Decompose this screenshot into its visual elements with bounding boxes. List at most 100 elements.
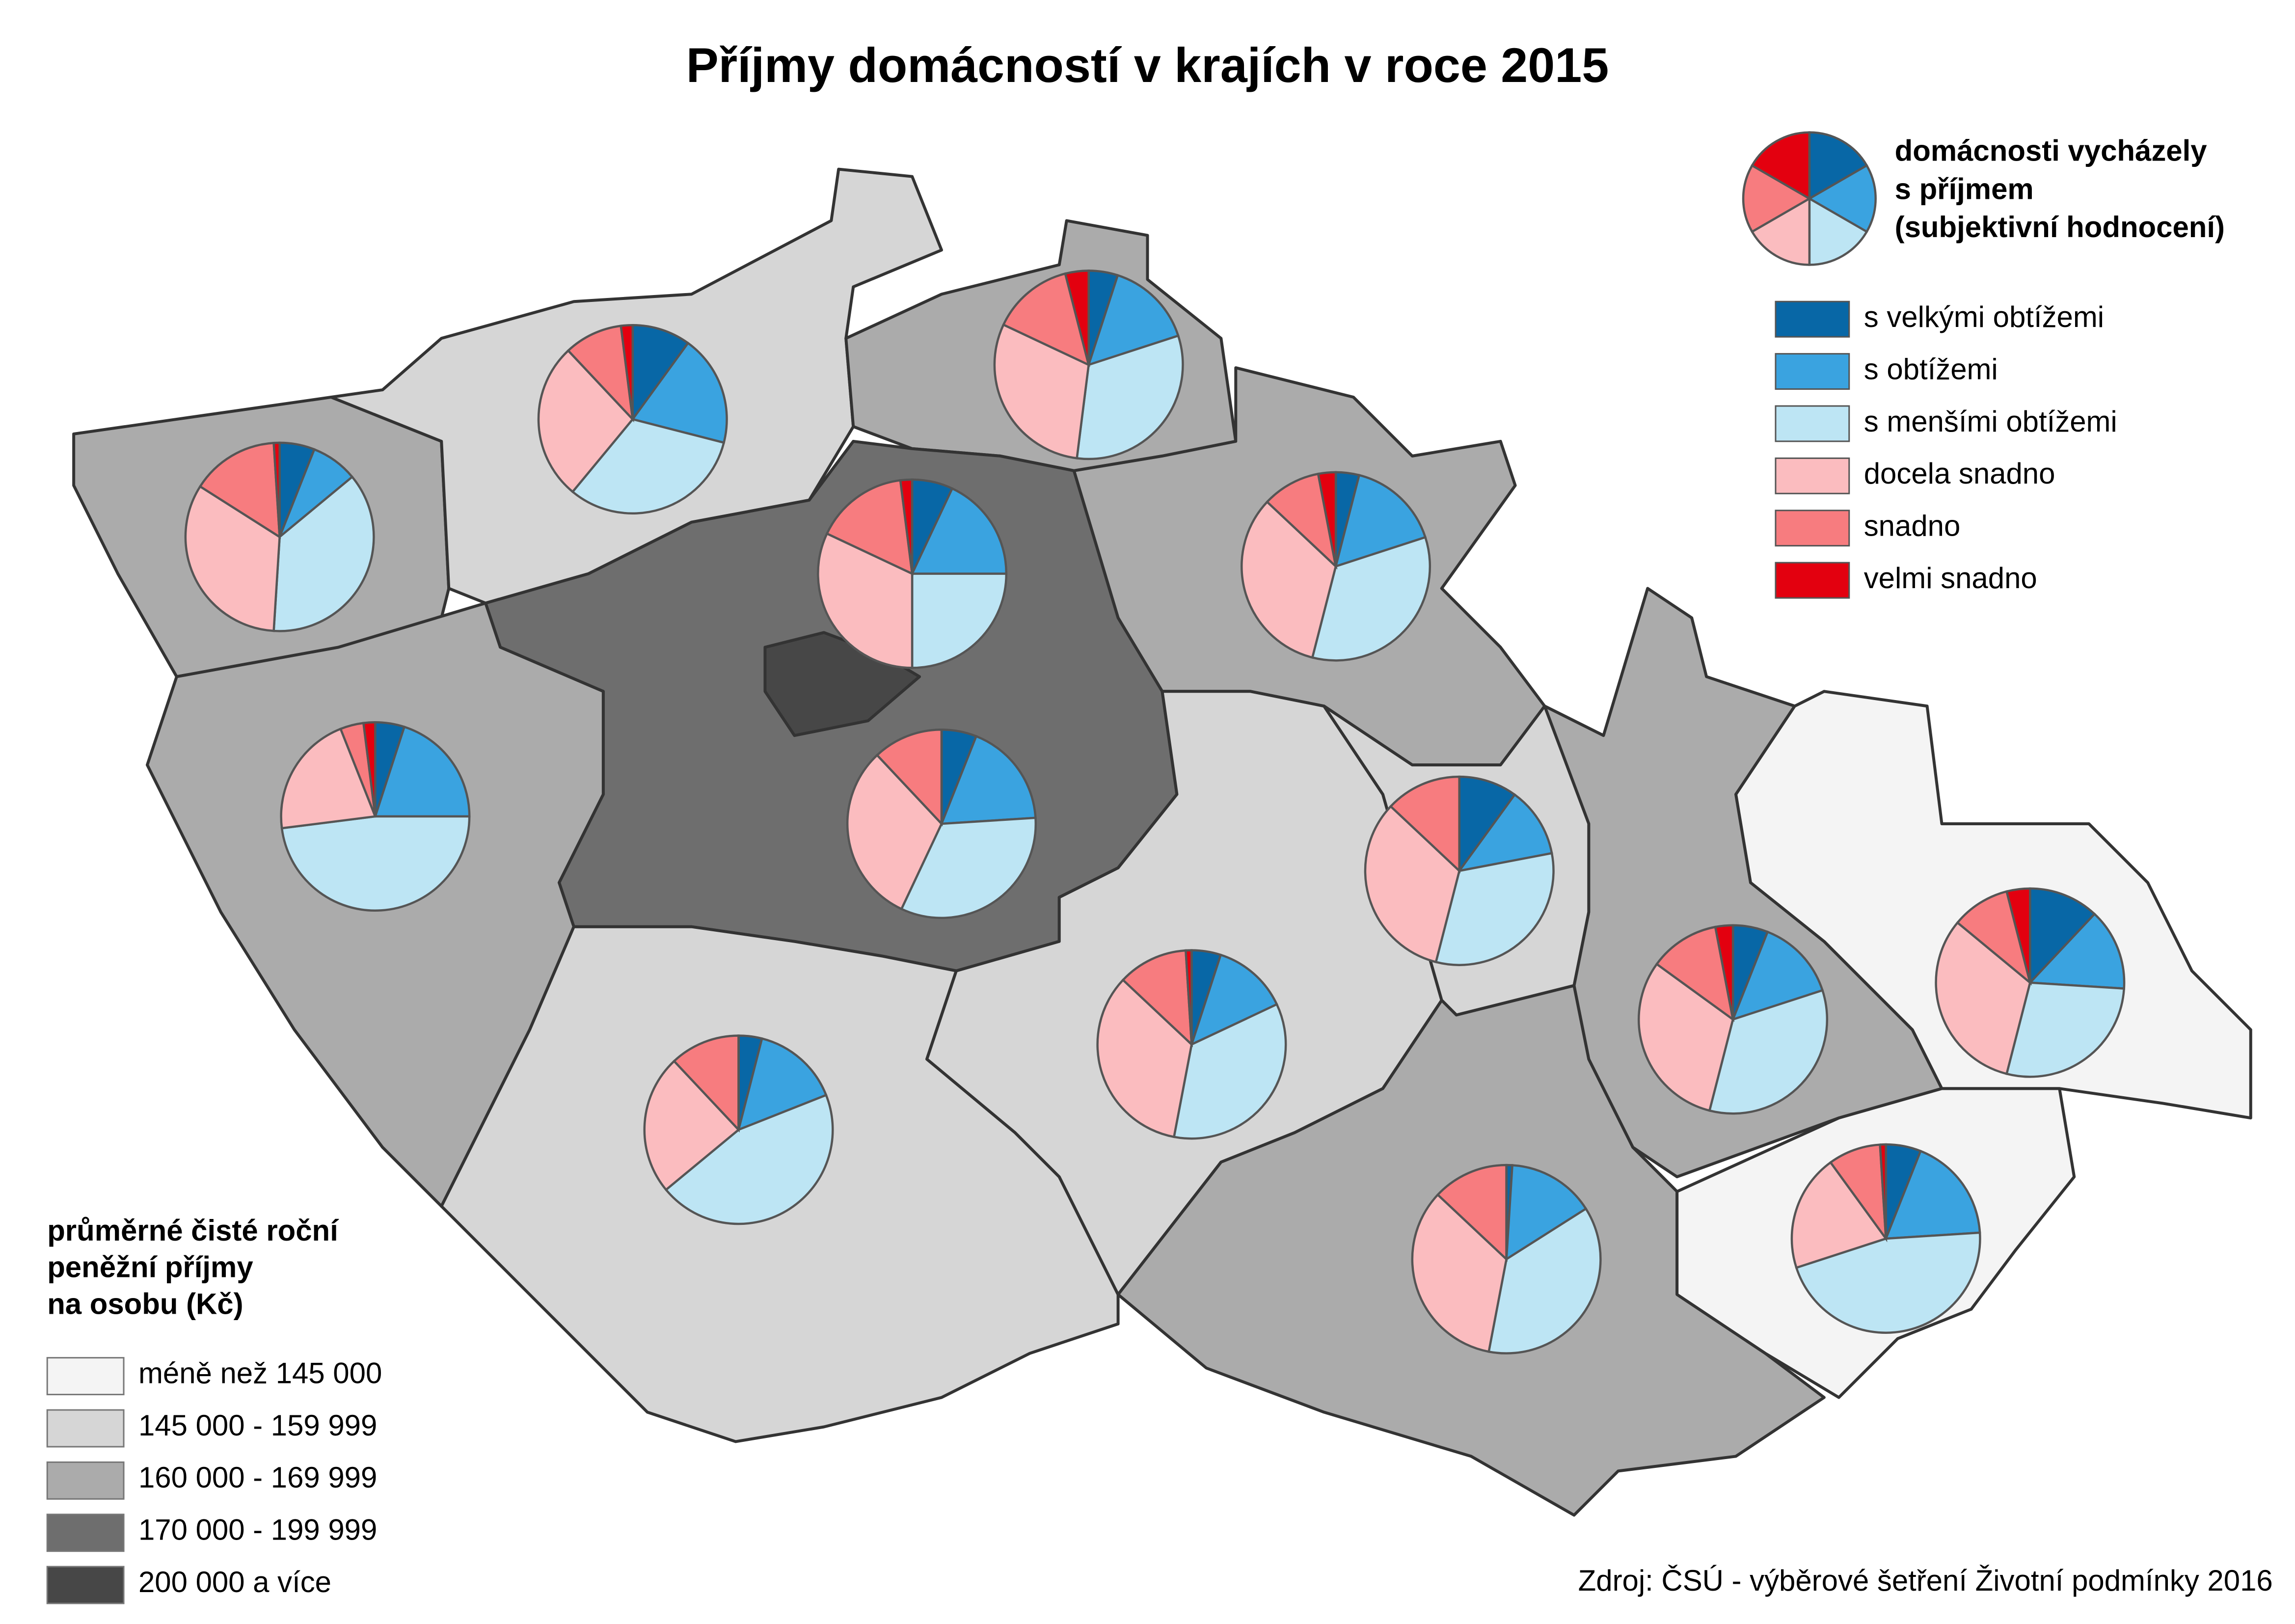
pie-slice bbox=[571, 418, 726, 514]
pie-slice bbox=[1884, 1149, 1981, 1240]
pie-slice bbox=[911, 572, 1008, 669]
legend-swatch bbox=[1775, 510, 1850, 547]
pie-slice bbox=[993, 323, 1090, 460]
pie-slice bbox=[910, 487, 1008, 575]
choropleth-legend-title: peněžní příjmy bbox=[47, 1251, 253, 1284]
legend-swatch bbox=[1775, 300, 1850, 338]
pie-slice bbox=[631, 341, 728, 444]
pie-slice bbox=[631, 324, 690, 423]
legend-label: s velkými obtížemi bbox=[1864, 300, 2104, 333]
pie-slice bbox=[1189, 953, 1278, 1047]
pie-slice bbox=[1411, 1193, 1508, 1353]
pie-slice bbox=[272, 475, 375, 632]
pie-slice bbox=[2027, 912, 2126, 990]
pie-slice bbox=[1655, 925, 1735, 1022]
pie-slice bbox=[1487, 1207, 1602, 1354]
pie-slice bbox=[537, 349, 634, 493]
legend-label: 200 000 a více bbox=[138, 1566, 331, 1598]
pie-slice bbox=[846, 753, 943, 911]
source: Zdroj: ČSÚ - výběrové šetření Životní po… bbox=[1578, 1564, 2273, 1597]
pie-legend-title: (subjektivní hodnocení) bbox=[1895, 211, 2225, 244]
pies bbox=[184, 270, 2126, 1354]
pie-slice bbox=[1638, 962, 1734, 1112]
pie-slice bbox=[2005, 981, 2126, 1078]
pie-slice bbox=[899, 478, 914, 574]
legend-swatch bbox=[46, 1357, 125, 1396]
legend-label: 160 000 - 169 999 bbox=[138, 1461, 377, 1494]
legend-label: 170 000 - 199 999 bbox=[138, 1514, 377, 1546]
legend-label: velmi snadno bbox=[1864, 562, 2037, 595]
pie-slice bbox=[1266, 472, 1338, 569]
pie-slice bbox=[1458, 775, 1516, 874]
legend-swatch bbox=[46, 1566, 125, 1604]
legend-pie-slice bbox=[1808, 131, 1868, 201]
legend-swatch bbox=[1775, 457, 1850, 494]
legend-pie-slice bbox=[1742, 164, 1812, 233]
pie-slice bbox=[1714, 924, 1734, 1020]
legend-label: snadno bbox=[1864, 510, 1961, 542]
legend-swatch bbox=[46, 1514, 125, 1552]
pie-slice bbox=[875, 728, 943, 827]
legend-pie-slice bbox=[1808, 196, 1868, 266]
legend-label: s menšími obtížemi bbox=[1864, 405, 2117, 438]
legend-pie-slice bbox=[1751, 196, 1811, 266]
pie-slice bbox=[374, 725, 471, 818]
pie-slice bbox=[737, 1037, 828, 1132]
pie-slice bbox=[198, 441, 281, 539]
pie-slice bbox=[664, 1093, 834, 1225]
legend-swatch bbox=[46, 1461, 125, 1500]
pie-slice bbox=[1076, 334, 1184, 460]
pie-slice bbox=[280, 727, 377, 830]
pie-slice bbox=[817, 532, 914, 669]
pie-slice bbox=[1505, 1164, 1588, 1262]
pie-slice bbox=[825, 479, 914, 576]
pie-slice bbox=[1002, 272, 1091, 367]
legend-swatch bbox=[1775, 405, 1850, 442]
pie-slice bbox=[1184, 949, 1193, 1045]
pie-slice bbox=[362, 721, 377, 817]
pie-slice bbox=[643, 1059, 740, 1191]
pie-slice bbox=[1311, 536, 1431, 662]
chart-title: Příjmy domácností v krajích v roce 2015 bbox=[686, 38, 1609, 92]
pie-slice bbox=[1829, 1143, 1888, 1243]
pie-slice bbox=[1317, 471, 1337, 567]
legend-swatch bbox=[1775, 353, 1850, 390]
pie-slice bbox=[1064, 270, 1090, 365]
legend-swatch bbox=[46, 1409, 125, 1448]
legend-label: docela snadno bbox=[1864, 457, 2055, 490]
legend-label: s obtížemi bbox=[1864, 352, 1998, 385]
legend-pie-slice bbox=[1751, 131, 1811, 201]
pie-slice bbox=[1879, 1143, 1887, 1239]
pie-slice bbox=[567, 325, 634, 423]
pie-slice bbox=[1708, 989, 1829, 1115]
pie-legend-title: s příjmem bbox=[1895, 172, 2034, 205]
pie-slice bbox=[1389, 775, 1460, 874]
pie-slice bbox=[1457, 793, 1553, 873]
pie-slice bbox=[272, 441, 281, 537]
pie-slice bbox=[1364, 805, 1461, 964]
pie-slice bbox=[1241, 500, 1337, 659]
pie-slice bbox=[2029, 887, 2096, 986]
pie-slice bbox=[1172, 1002, 1287, 1140]
legend-label: 145 000 - 159 999 bbox=[138, 1409, 377, 1442]
choropleth-legend-title: na osobu (Kč) bbox=[47, 1288, 243, 1321]
pie-slice bbox=[1795, 1231, 1981, 1334]
pie-slice bbox=[673, 1034, 740, 1133]
legend-pie-slice bbox=[1807, 164, 1877, 233]
pie-slice bbox=[1790, 1161, 1888, 1270]
pie-slice bbox=[1096, 978, 1193, 1138]
pie-slice bbox=[940, 734, 1037, 825]
legend-label: méně než 145 000 bbox=[138, 1356, 382, 1389]
pie-slice bbox=[1935, 921, 2031, 1076]
choropleth-legend-title: průměrné čisté roční bbox=[47, 1214, 339, 1247]
pie-slice bbox=[620, 324, 634, 420]
pie-legend-title: domácnosti vycházely bbox=[1895, 134, 2207, 167]
pie-slice bbox=[1434, 852, 1555, 966]
pie-slice bbox=[900, 816, 1037, 919]
pie-slice bbox=[2005, 887, 2031, 983]
legend-swatch bbox=[1775, 562, 1850, 599]
pie-slice bbox=[1121, 949, 1193, 1047]
pie-slice bbox=[280, 815, 471, 912]
